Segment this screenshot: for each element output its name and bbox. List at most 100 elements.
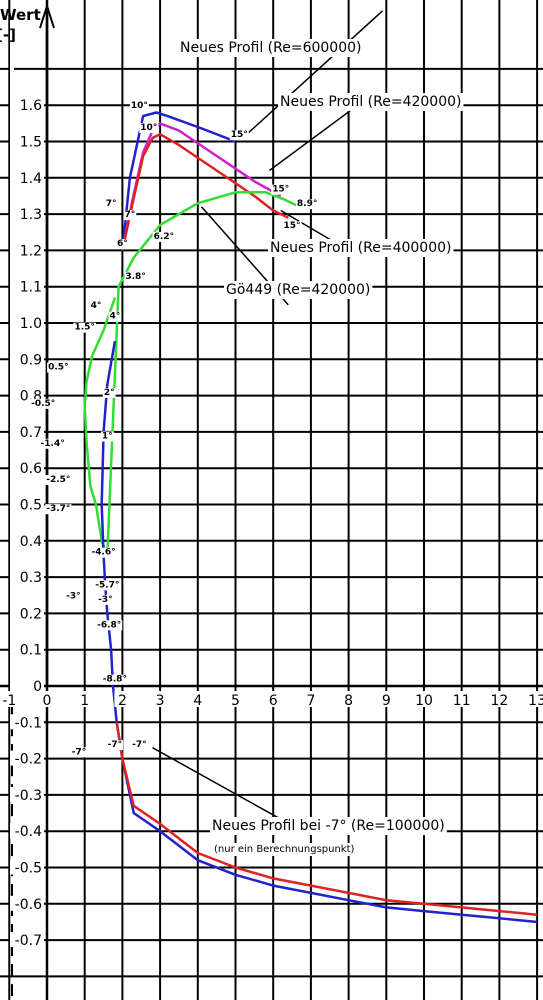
- x-tick-label: 1: [80, 693, 89, 709]
- y-tick-label: 0.1: [20, 643, 42, 659]
- angle-label-bg: [152, 231, 176, 242]
- y-tick-label: 0.7: [20, 425, 42, 441]
- angle-label: 6.2°: [154, 232, 174, 242]
- x-tick-label: 9: [382, 693, 391, 709]
- y-axis-label: Wert: [0, 6, 41, 24]
- angle-label: -4.6°: [91, 548, 115, 558]
- x-tick-label: 6: [269, 693, 278, 709]
- angle-label: -7°: [132, 740, 147, 750]
- angle-label-bg: [101, 674, 128, 685]
- angle-label: -3°: [98, 595, 113, 605]
- angle-label: 0.5°: [48, 363, 68, 373]
- angle-label-bg: [73, 322, 96, 333]
- y-tick-label: -0.4: [15, 824, 42, 840]
- angle-label: 4°: [91, 301, 102, 311]
- angle-label: 8.9°: [297, 199, 317, 209]
- angle-label: 10°: [140, 123, 157, 133]
- angle-label-bg: [94, 580, 121, 591]
- annotation-leader-4: [152, 747, 297, 829]
- angle-label: -3.7°: [46, 504, 70, 514]
- angle-label-bg: [102, 387, 116, 398]
- y-tick-label: -0.3: [15, 788, 42, 804]
- angle-label-bg: [39, 438, 66, 449]
- angle-label: 2°: [104, 388, 115, 398]
- angle-label: 1.5°: [74, 323, 94, 333]
- x-tick-label: 12: [490, 693, 508, 709]
- y-axis-unit: [-]: [0, 26, 16, 44]
- angle-label: 7°: [106, 199, 117, 209]
- angle-label-bg: [97, 594, 114, 605]
- annotation-note-bg: [212, 843, 357, 856]
- angle-label-bg: [229, 130, 249, 141]
- angle-label-bg: [70, 747, 88, 758]
- annotation-label-3: Gö449 (Re=420000): [226, 282, 370, 298]
- x-tick-label: 3: [156, 693, 165, 709]
- annotation-leader-0: [246, 10, 384, 135]
- series-line-0: [121, 111, 236, 251]
- angle-label-bg: [123, 210, 137, 221]
- angle-label-bg: [108, 311, 122, 322]
- angle-label-bg: [129, 101, 149, 112]
- angle-label-bg: [104, 199, 118, 210]
- y-tick-label: 1.5: [20, 135, 42, 151]
- y-tick-label: 1.6: [20, 98, 42, 114]
- y-tick-label: 1.1: [20, 280, 42, 296]
- angle-label: -1.4°: [41, 439, 65, 449]
- angle-label-bg: [282, 220, 302, 231]
- x-tick-label: 10: [415, 693, 433, 709]
- angle-label-bg: [131, 740, 148, 751]
- annotation-label-bg: [268, 239, 454, 257]
- angle-label-bg: [271, 184, 291, 195]
- annotation-label-bg: [178, 39, 364, 57]
- angle-label: -3°: [66, 591, 81, 601]
- y-tick-label: 1.4: [20, 171, 42, 187]
- angle-label-bg: [100, 431, 114, 442]
- y-tick-label: -0.7: [15, 933, 42, 949]
- x-tick-label: 2: [118, 693, 127, 709]
- annotation-label-4: Neues Profil bei -7° (Re=100000): [212, 818, 445, 834]
- x-tick-label: 4: [193, 693, 202, 709]
- angle-label: 1°: [102, 432, 113, 442]
- angle-label-bg: [124, 271, 147, 282]
- annotation-label-bg: [210, 817, 447, 835]
- series-line-2: [121, 132, 289, 251]
- y-tick-label: 1.2: [20, 243, 42, 259]
- x-tick-label: 13: [528, 693, 543, 709]
- angle-label: -7°: [108, 740, 123, 750]
- angle-label-bg: [90, 547, 117, 558]
- y-tick-label: 0.5: [20, 498, 42, 514]
- x-tick-label: 5: [231, 693, 240, 709]
- y-tick-label: -0.2: [15, 752, 42, 768]
- angle-label: -5.7°: [95, 580, 119, 590]
- angle-label: -8.8°: [103, 675, 127, 685]
- chart-labels: Wert[-]1.61.51.41.31.21.11.00.90.80.70.6…: [0, 6, 543, 949]
- annotation-label-bg: [278, 93, 464, 111]
- angle-label-bg: [65, 591, 82, 602]
- y-tick-label: 0: [33, 679, 42, 695]
- angle-label: -0.5°: [31, 399, 55, 409]
- series-lines: [83, 111, 538, 924]
- angle-label-bg: [116, 239, 129, 250]
- y-tick-label: 0.3: [20, 570, 42, 586]
- angle-label: 15°: [272, 185, 289, 195]
- angle-label-bg: [96, 620, 123, 631]
- angle-label: 3.8°: [125, 272, 145, 282]
- y-axis-arrow: [39, 2, 55, 29]
- angle-label: -7°: [72, 747, 87, 757]
- series-line-4: [100, 340, 538, 924]
- y-tick-label: -0.5: [15, 861, 42, 877]
- angle-label: 15°: [231, 130, 248, 140]
- annotation-label-0: Neues Profil (Re=600000): [180, 40, 362, 56]
- angle-label-bg: [295, 199, 319, 210]
- x-tick-label: -1: [2, 693, 16, 709]
- y-tick-label: 1.0: [20, 316, 42, 332]
- angle-label-bg: [89, 300, 103, 311]
- y-tick-label: 1.3: [20, 207, 42, 223]
- x-tick-label: 11: [453, 693, 471, 709]
- annotation-label-bg: [224, 281, 373, 299]
- angle-label-bg: [45, 475, 72, 486]
- angle-label-bg: [47, 362, 70, 373]
- angle-label: 7°: [125, 210, 136, 220]
- series-line-5: [115, 722, 538, 916]
